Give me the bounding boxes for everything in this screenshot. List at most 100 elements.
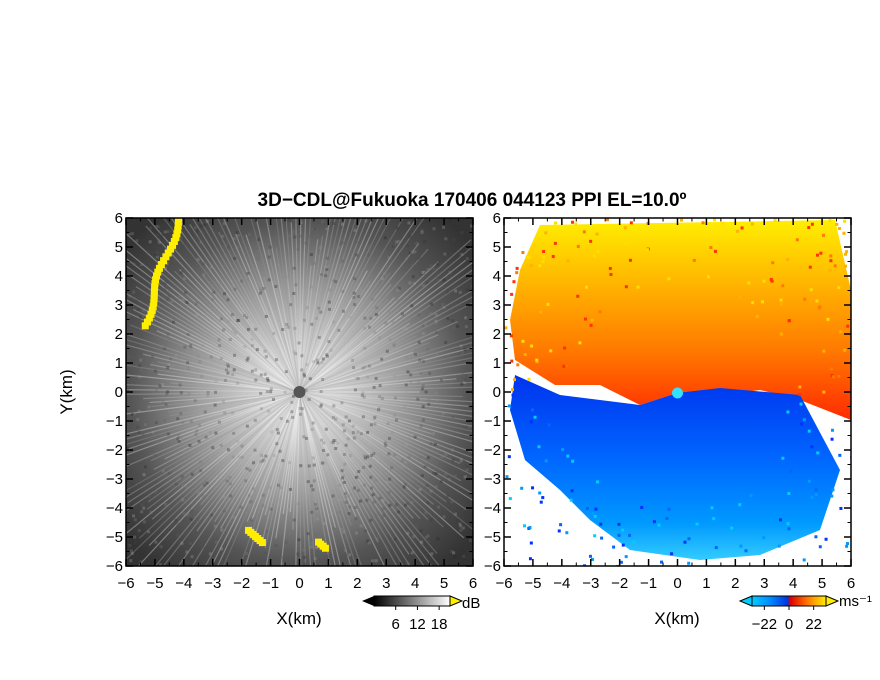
reflectivity-speckle	[264, 355, 268, 359]
reflectivity-speckle	[264, 454, 268, 458]
reflectivity-speckle	[272, 331, 276, 335]
reflectivity-speckle	[352, 295, 356, 299]
velocity-speckle-cell	[721, 221, 725, 225]
y-tick-label: 6	[115, 210, 123, 227]
reflectivity-ray	[189, 223, 301, 393]
velocity-speckle-cell	[740, 226, 744, 230]
reflectivity-speckle	[316, 361, 320, 365]
reflectivity-speckle	[275, 428, 279, 432]
reflectivity-speckle	[147, 494, 151, 498]
reflectivity-speckle	[338, 483, 342, 487]
reflectivity-ray	[299, 391, 473, 502]
velocity-speckle-cell	[692, 518, 696, 522]
reflectivity-speckle	[366, 539, 370, 543]
reflectivity-speckle	[388, 436, 392, 440]
reflectivity-speckle	[404, 443, 408, 447]
velocity-positive-region	[510, 220, 851, 420]
reflectivity-speckle	[407, 436, 411, 440]
reflectivity-ray	[216, 218, 301, 393]
velocity-speckle-cell	[525, 255, 529, 259]
reflectivity-speckle	[401, 312, 405, 316]
reflectivity-speckle	[181, 484, 185, 488]
reflectivity-speckle	[332, 221, 336, 225]
reflectivity-speckle	[214, 379, 218, 383]
reflectivity-ray	[299, 351, 414, 393]
velocity-speckle-cell	[566, 259, 570, 263]
reflectivity-ray	[255, 218, 301, 393]
velocity-speckle-cell	[799, 402, 803, 406]
reflectivity-speckle	[303, 374, 307, 378]
reflectivity-ray	[298, 391, 337, 529]
reflectivity-speckle	[294, 283, 298, 287]
reflectivity-ray	[239, 391, 301, 566]
reflectivity-speckle	[442, 515, 446, 519]
reflectivity-speckle	[440, 378, 444, 382]
reflectivity-ray	[150, 364, 300, 393]
reflectivity-speckle	[147, 530, 151, 534]
reflectivity-speckle	[263, 349, 267, 353]
velocity-speckle-cell	[510, 359, 514, 363]
y-axis-label: Y(km)	[57, 369, 76, 414]
reflectivity-ray	[299, 218, 418, 393]
reflectivity-speckle	[231, 327, 235, 331]
reflectivity-speckle	[414, 352, 418, 356]
reflectivity-speckle	[245, 552, 249, 556]
reflectivity-speckle	[384, 443, 388, 447]
velocity-speckle-cell	[617, 533, 621, 537]
reflectivity-speckle	[399, 416, 403, 420]
reflectivity-ray	[169, 391, 300, 417]
reflectivity-speckle	[452, 238, 456, 242]
reflectivity-speckle	[237, 319, 241, 323]
reflectivity-speckle	[234, 331, 238, 335]
reflectivity-speckle	[332, 320, 336, 324]
reflectivity-speckle	[266, 379, 270, 383]
reflectivity-speckle	[364, 219, 368, 223]
velocity-speckle-cell	[588, 554, 592, 558]
reflectivity-speckle	[140, 510, 144, 514]
reflectivity-speckle	[408, 320, 412, 324]
reflectivity-speckle	[167, 334, 171, 338]
reflectivity-speckle	[434, 472, 438, 476]
reflectivity-speckle	[278, 449, 282, 453]
reflectivity-speckle	[139, 367, 143, 371]
reflectivity-ray	[299, 391, 408, 464]
y-tick-label: 2	[115, 326, 123, 343]
reflectivity-ray	[162, 391, 300, 566]
reflectivity-ray	[299, 298, 389, 393]
reflectivity-speckle	[259, 289, 263, 293]
reflectivity-speckle	[139, 560, 143, 564]
velocity-speckle-cell	[769, 277, 773, 281]
reflectivity-speckle	[442, 278, 446, 282]
y-tick-label: 4	[493, 268, 501, 285]
reflectivity-speckle	[411, 275, 415, 279]
reflectivity-speckle	[433, 442, 437, 446]
reflectivity-ray	[126, 374, 300, 393]
reflectivity-speckle	[324, 274, 328, 278]
velocity-speckle-cell	[544, 231, 548, 235]
reflectivity-speckle	[128, 294, 132, 298]
reflectivity-speckle	[320, 438, 324, 442]
reflectivity-speckle	[181, 498, 185, 502]
reflectivity-speckle	[417, 340, 421, 344]
reflectivity-speckle	[202, 483, 206, 487]
reflectivity-speckle	[450, 500, 454, 504]
velocity-speckle-cell	[837, 226, 841, 230]
reflectivity-speckle	[388, 338, 392, 342]
reflectivity-speckle	[155, 225, 159, 229]
reflectivity-speckle	[460, 253, 464, 257]
reflectivity-speckle	[375, 306, 379, 310]
reflectivity-ray	[177, 391, 300, 566]
reflectivity-speckle	[185, 512, 189, 516]
velocity-speckle-cell	[800, 422, 804, 426]
x-tick-label: 4	[411, 575, 419, 592]
reflectivity-speckle	[319, 405, 323, 409]
reflectivity-ray	[151, 391, 300, 408]
reflectivity-ray	[299, 381, 473, 393]
reflectivity-speckle	[322, 441, 326, 445]
reflectivity-speckle	[328, 288, 332, 292]
reflectivity-ray	[164, 391, 300, 460]
reflectivity-speckle	[130, 551, 134, 555]
high-echo-band-cell	[150, 295, 158, 303]
reflectivity-speckle	[279, 486, 283, 490]
velocity-speckle-cell	[585, 285, 589, 289]
